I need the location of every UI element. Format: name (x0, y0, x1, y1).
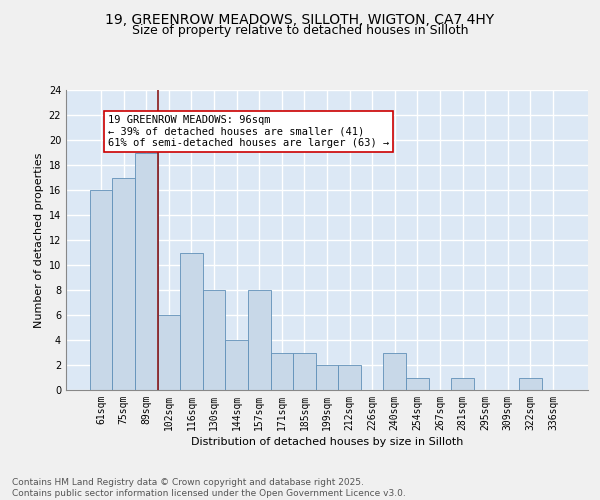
Bar (158, 315, 180, 390)
Bar (271, 352, 293, 390)
Y-axis label: Number of detached properties: Number of detached properties (34, 152, 44, 328)
Bar (338, 365, 361, 390)
Text: Size of property relative to detached houses in Silloth: Size of property relative to detached ho… (132, 24, 468, 37)
Bar (293, 352, 316, 390)
Bar (451, 378, 474, 390)
Bar (135, 152, 158, 390)
Bar (90, 190, 112, 390)
Bar (406, 378, 428, 390)
Bar (203, 290, 226, 390)
Bar (226, 340, 248, 390)
Bar (316, 365, 338, 390)
Bar (180, 252, 203, 390)
Text: Contains HM Land Registry data © Crown copyright and database right 2025.
Contai: Contains HM Land Registry data © Crown c… (12, 478, 406, 498)
Bar (383, 352, 406, 390)
Bar (248, 290, 271, 390)
Text: 19, GREENROW MEADOWS, SILLOTH, WIGTON, CA7 4HY: 19, GREENROW MEADOWS, SILLOTH, WIGTON, C… (106, 12, 494, 26)
Bar (519, 378, 542, 390)
Bar (112, 178, 135, 390)
X-axis label: Distribution of detached houses by size in Silloth: Distribution of detached houses by size … (191, 437, 463, 447)
Text: 19 GREENROW MEADOWS: 96sqm
← 39% of detached houses are smaller (41)
61% of semi: 19 GREENROW MEADOWS: 96sqm ← 39% of deta… (108, 115, 389, 148)
